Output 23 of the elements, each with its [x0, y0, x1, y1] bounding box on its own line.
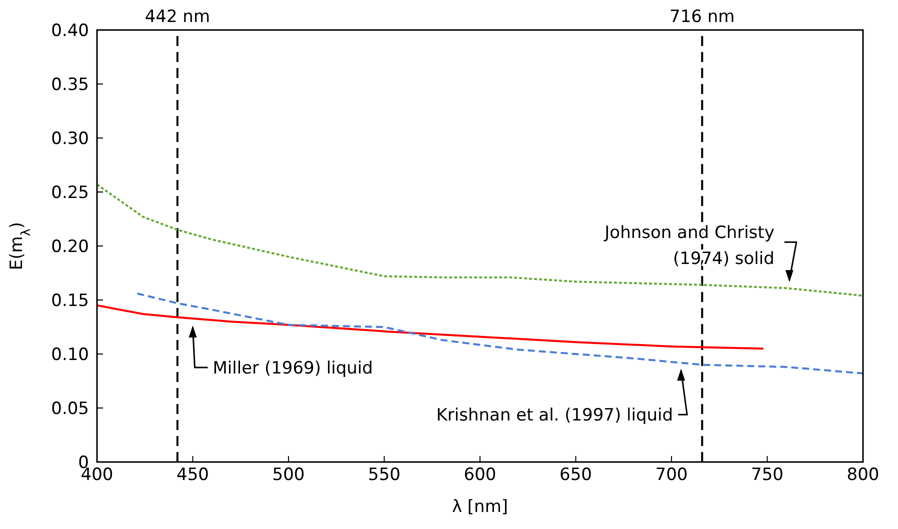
x-tick-label: 550 [368, 465, 400, 486]
y-tick-label: 0.10 [51, 345, 89, 366]
x-tick-label: 450 [176, 465, 209, 486]
x-tick-label: 600 [464, 465, 496, 486]
ref-line-label: 442 nm [144, 7, 210, 27]
line-series [97, 183, 863, 297]
x-tick-label: 500 [272, 465, 305, 486]
annotation: Miller (1969) liquid [212, 358, 373, 378]
x-tick-label: 750 [751, 465, 784, 486]
ref-line-label: 716 nm [670, 7, 735, 27]
x-axis-title: λ [nm] [452, 497, 508, 517]
y-tick-label: 0.40 [51, 21, 89, 42]
y-tick-label: 0.25 [51, 183, 89, 204]
annotation: Krishnan et al. (1997) liquid [436, 406, 674, 426]
x-tick-label: 800 [846, 465, 880, 486]
y-tick-label: 0.15 [51, 291, 89, 312]
x-tick-label: 650 [560, 465, 592, 486]
y-tick-label: 0.20 [51, 237, 89, 258]
y-tick-label: 0.05 [51, 399, 89, 420]
x-tick-label: 700 [655, 465, 688, 486]
y-tick-label: 0.30 [51, 129, 89, 150]
y-tick-label: 0.35 [51, 75, 89, 96]
line-series [97, 304, 764, 350]
